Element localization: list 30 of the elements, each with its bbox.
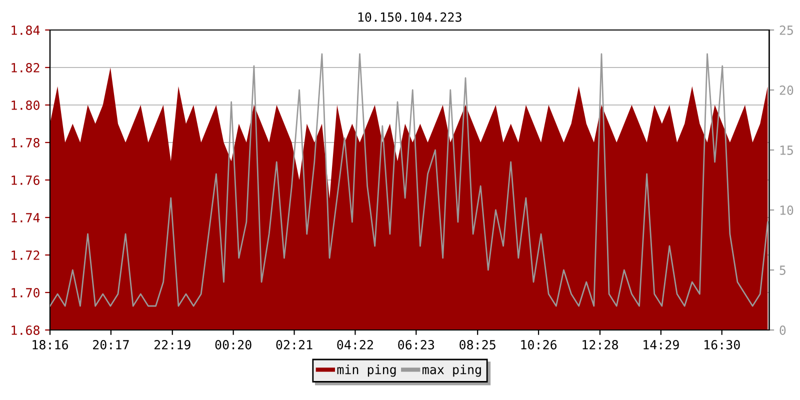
y-tick-label: 1.68 [12,326,40,335]
y2-tick-label: 25 [780,26,793,35]
x-tick-label: 18:16 [32,340,68,350]
y2-tick-label: 5 [780,266,786,275]
x-tick-label: 00:20 [215,340,252,350]
x-tick-label: 20:17 [93,340,129,350]
x-tick-label: 22:19 [154,340,190,350]
y-tick-label: 1.78 [12,138,40,148]
y-tick-label: 1.84 [12,26,40,35]
x-tick-label: 08:25 [460,340,496,350]
x-tick-label: 04:22 [337,340,373,350]
y2-tick-label: 10 [780,206,794,215]
y-tick-label: 1.74 [12,213,40,222]
y-tick-label: 1.70 [12,288,40,298]
x-tick-label: 12:28 [582,340,618,350]
chart-title: 10.150.104.223 [358,12,462,22]
y-tick-label: 1.76 [12,176,40,185]
x-tick-label: 14:29 [644,340,679,350]
legend-label: min ping [337,364,396,377]
y2-tick-label: 15 [780,146,793,155]
y2-tick-label: 0 [780,326,786,335]
x-tick-label: 16:30 [704,340,740,350]
x-tick-label: 02:21 [276,340,312,350]
x-tick-label: 06:23 [398,340,434,350]
y-tick-label: 1.72 [12,250,40,260]
y-tick-label: 1.80 [12,100,40,110]
y2-tick-label: 20 [780,86,794,95]
legend-label: max ping [422,364,481,377]
x-tick-label: 10:26 [521,340,557,350]
y-tick-label: 1.82 [12,63,40,72]
